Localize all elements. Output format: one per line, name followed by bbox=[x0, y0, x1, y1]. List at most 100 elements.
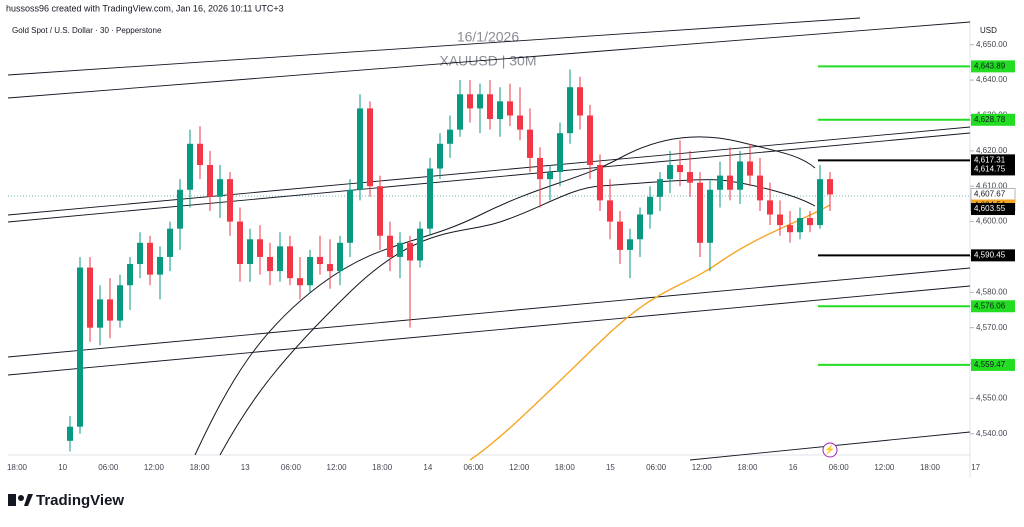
candle-body bbox=[817, 179, 823, 226]
watermark: XAUUSD | 30M bbox=[440, 53, 537, 69]
price-label: 4,590.45 bbox=[974, 250, 1006, 259]
candle-body bbox=[217, 179, 223, 197]
candle-body bbox=[97, 299, 103, 328]
candle-body bbox=[297, 278, 303, 286]
x-tick-label: 16 bbox=[789, 463, 798, 472]
watermark: 16/1/2026 bbox=[457, 29, 519, 45]
candle-body bbox=[797, 218, 803, 233]
candle-body bbox=[177, 189, 183, 229]
candle-body bbox=[537, 157, 543, 180]
candle-body bbox=[557, 133, 563, 173]
candle-body bbox=[317, 256, 323, 265]
candle-body bbox=[247, 239, 253, 265]
x-tick-label: 10 bbox=[58, 463, 67, 472]
candle-body bbox=[287, 246, 293, 279]
candle-body bbox=[357, 108, 363, 190]
candle-body bbox=[227, 179, 233, 222]
candle-body bbox=[87, 267, 93, 328]
candle-body bbox=[307, 256, 313, 286]
candle-body bbox=[827, 179, 833, 195]
x-tick-label: 12:00 bbox=[327, 463, 348, 472]
candle-body bbox=[347, 189, 353, 243]
candle-body bbox=[327, 264, 333, 272]
candle-body bbox=[587, 115, 593, 165]
price-label: 4,617.31 bbox=[974, 155, 1006, 164]
price-label-box bbox=[971, 163, 1015, 176]
candle-body bbox=[77, 267, 83, 427]
price-label-box bbox=[971, 249, 1015, 262]
x-tick-label: 15 bbox=[606, 463, 615, 472]
candle-body bbox=[667, 165, 673, 180]
candle-body bbox=[787, 225, 793, 233]
candle-body bbox=[727, 175, 733, 190]
candle-body bbox=[697, 182, 703, 243]
x-tick-label: 18:00 bbox=[555, 463, 576, 472]
candle-body bbox=[157, 256, 163, 275]
price-label-box bbox=[971, 113, 1015, 126]
candle-body bbox=[717, 175, 723, 190]
x-tick-label: 12:00 bbox=[692, 463, 713, 472]
candle-body bbox=[527, 129, 533, 158]
x-tick-label: 06:00 bbox=[281, 463, 302, 472]
candle-body bbox=[577, 87, 583, 116]
candle-body bbox=[517, 115, 523, 130]
x-tick-label: 06:00 bbox=[463, 463, 484, 472]
chart-title: Gold Spot / U.S. Dollar · 30 · Peppersto… bbox=[12, 26, 162, 35]
candle-body bbox=[277, 246, 283, 272]
price-label: 4,559.47 bbox=[974, 360, 1006, 369]
x-tick-label: 18:00 bbox=[920, 463, 941, 472]
y-tick-label: 4,570.00 bbox=[976, 323, 1008, 332]
logo-text: TradingView bbox=[36, 492, 124, 509]
x-tick-label: 18:00 bbox=[190, 463, 211, 472]
candle-body bbox=[267, 256, 273, 272]
candle-body bbox=[647, 196, 653, 215]
y-tick-label: 4,610.00 bbox=[976, 181, 1008, 190]
candle-body bbox=[187, 143, 193, 190]
y-tick-label: 4,600.00 bbox=[976, 217, 1008, 226]
candle-body bbox=[237, 221, 243, 265]
candle-body bbox=[777, 214, 783, 226]
candle-body bbox=[807, 218, 813, 226]
candle-body bbox=[147, 242, 153, 275]
x-tick-label: 06:00 bbox=[646, 463, 667, 472]
candle-body bbox=[487, 94, 493, 120]
candle-body bbox=[477, 94, 483, 109]
price-label: 4,628.78 bbox=[974, 115, 1006, 124]
candle-body bbox=[167, 228, 173, 257]
candle-body bbox=[657, 179, 663, 197]
price-label: 4,614.75 bbox=[974, 165, 1006, 174]
x-tick-label: 12:00 bbox=[874, 463, 895, 472]
x-tick-label: 12:00 bbox=[509, 463, 530, 472]
x-tick-label: 13 bbox=[241, 463, 250, 472]
header: hussoss96 created with TradingView.com, … bbox=[6, 3, 284, 13]
y-tick-label: 4,550.00 bbox=[976, 394, 1008, 403]
price-label-box bbox=[971, 60, 1015, 73]
y-tick-label: 4,620.00 bbox=[976, 146, 1008, 155]
alert-icon[interactable]: ⚡ bbox=[824, 443, 835, 455]
currency: USD bbox=[980, 26, 997, 35]
price-label-box bbox=[971, 300, 1015, 313]
candle-body bbox=[437, 143, 443, 169]
candle-body bbox=[707, 189, 713, 243]
candle-body bbox=[497, 101, 503, 120]
price-label: 4,576.06 bbox=[974, 301, 1006, 310]
candle-body bbox=[337, 242, 343, 272]
price-label: 4,603.55 bbox=[974, 204, 1006, 213]
candle-body bbox=[597, 165, 603, 201]
candle-body bbox=[397, 242, 403, 257]
x-tick-label: 18:00 bbox=[737, 463, 758, 472]
alert-icon[interactable] bbox=[822, 442, 838, 458]
candle-body bbox=[367, 108, 373, 187]
candle-body bbox=[447, 129, 453, 144]
candle-body bbox=[627, 239, 633, 250]
y-tick-label: 4,650.00 bbox=[976, 40, 1008, 49]
price-label: 4,643.89 bbox=[974, 61, 1006, 70]
y-tick-label: 4,540.00 bbox=[976, 429, 1008, 438]
x-tick-label: 06:00 bbox=[829, 463, 850, 472]
trend-lines bbox=[7, 17, 971, 461]
candle-body bbox=[637, 214, 643, 240]
candle-body bbox=[507, 101, 513, 116]
price-label-box bbox=[971, 203, 1015, 216]
